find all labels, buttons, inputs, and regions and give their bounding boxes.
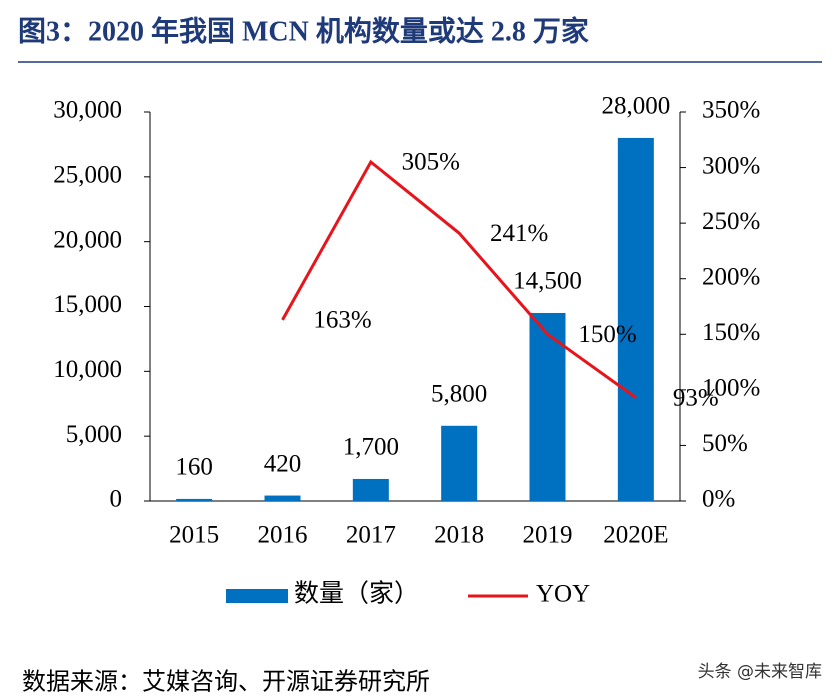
bar [441,425,478,501]
chart-title: 图3：2020 年我国 MCN 机构数量或达 2.8 万家 [18,14,589,47]
y-tick-label: 25,000 [53,162,122,189]
y2-tick-label: 250% [702,208,760,235]
line-value-label: 150% [578,321,636,348]
line-value-label: 93% [673,384,719,411]
legend-swatch [226,589,288,603]
legend-label: YOY [536,581,590,608]
x-tick-label: 2020E [603,522,668,549]
legend-label: 数量（家） [294,580,419,608]
line-value-label: 241% [490,220,548,247]
bar [617,137,654,501]
x-tick-label: 2018 [434,522,484,549]
y2-tick-label: 0% [702,486,735,513]
line-value-label: 163% [313,307,371,334]
source-note: 数据来源：艾媒咨询、开源证券研究所 [22,669,430,696]
y-tick-label: 20,000 [53,226,122,253]
y-tick-label: 10,000 [53,356,122,383]
y2-tick-label: 300% [702,152,760,179]
y2-tick-label: 100% [702,375,760,402]
bar [529,312,566,501]
x-tick-label: 2017 [346,522,396,549]
bar [352,478,389,501]
bar-value-label: 1,700 [343,434,399,461]
x-tick-label: 2015 [169,522,219,549]
x-tick-label: 2016 [258,522,308,549]
yoy-line [281,159,637,399]
bar-value-label: 28,000 [601,93,670,120]
bar-value-label: 160 [175,454,213,481]
bar [176,498,213,501]
x-tick-label: 2019 [523,522,573,549]
y-tick-label: 5,000 [66,421,122,448]
y-tick-label: 15,000 [53,291,122,318]
y2-tick-label: 350% [702,97,760,124]
bar [264,495,301,501]
y2-tick-label: 50% [702,430,748,457]
y2-tick-label: 200% [702,263,760,290]
bar-value-label: 14,500 [513,268,582,295]
bar-value-label: 5,800 [431,381,487,408]
watermark: 头条 @未来智库 [698,662,822,682]
y-tick-label: 0 [110,486,123,513]
y2-tick-label: 150% [702,319,760,346]
y-tick-label: 30,000 [53,97,122,124]
bar-value-label: 420 [264,450,302,477]
line-value-label: 305% [402,149,460,176]
